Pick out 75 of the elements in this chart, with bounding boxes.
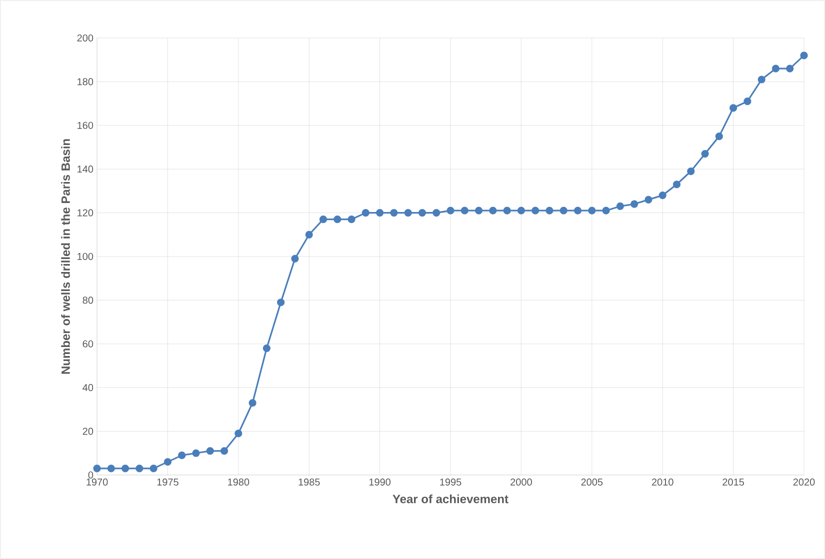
point [503, 206, 511, 214]
x-tick-label: 2020 [793, 478, 815, 486]
x-tick-label: 1995 [440, 478, 462, 486]
y-tick-label: 20 [82, 428, 94, 435]
point [800, 52, 808, 60]
point [262, 344, 270, 352]
point [418, 208, 426, 217]
point [404, 208, 412, 217]
point [532, 206, 540, 214]
point [376, 208, 384, 217]
point [93, 464, 101, 472]
point [192, 449, 200, 457]
point [772, 64, 780, 72]
point [786, 64, 794, 72]
x-tick-label: 1975 [157, 478, 178, 486]
x-tick-label: 2015 [722, 478, 744, 486]
y-tick-label: 120 [78, 209, 94, 216]
point [701, 150, 709, 158]
point [602, 206, 610, 214]
point [348, 216, 356, 224]
point [658, 192, 666, 200]
point [334, 216, 342, 224]
y-axis-title: Number of wells drilled in the Paris Basin [61, 139, 70, 374]
x-tick-label: 1985 [298, 478, 320, 486]
point [489, 206, 497, 214]
y-tick-label: 100 [78, 252, 94, 260]
point [672, 180, 681, 188]
point [546, 206, 554, 214]
point [588, 206, 596, 214]
point [277, 298, 285, 306]
x-tick-label: 2010 [652, 478, 674, 486]
point [136, 464, 144, 472]
point [474, 206, 483, 214]
point [560, 206, 568, 214]
point [121, 464, 130, 472]
x-tick-label: 2005 [581, 478, 603, 486]
point [644, 196, 652, 204]
point [460, 206, 468, 214]
point [164, 458, 172, 466]
point [305, 230, 313, 238]
x-tick-label: 1980 [228, 478, 250, 486]
point [178, 452, 186, 460]
point [446, 206, 454, 214]
y-tick-label: 160 [78, 122, 94, 129]
point [206, 447, 214, 455]
x-tick-label: 1970 [86, 478, 108, 486]
point [574, 206, 582, 214]
y-tick-label: 140 [78, 166, 94, 173]
point [291, 254, 299, 262]
x-axis-title: Year of achievement [392, 494, 508, 504]
y-tick-label: 40 [82, 384, 94, 392]
point [220, 447, 228, 455]
point [319, 216, 328, 224]
point [744, 98, 752, 106]
point [630, 200, 638, 208]
point [432, 208, 440, 217]
point [107, 464, 115, 472]
y-tick-label: 0 [88, 471, 94, 479]
point [390, 208, 398, 217]
y-tick-label: 180 [78, 78, 94, 86]
y-tick-label: 80 [82, 296, 94, 304]
point [362, 208, 370, 217]
point [150, 464, 158, 472]
point [248, 399, 256, 407]
y-tick-label: 60 [82, 340, 94, 348]
point [687, 167, 695, 176]
point [234, 430, 242, 438]
point [729, 104, 738, 112]
point [758, 76, 766, 84]
x-tick-label: 2000 [510, 478, 532, 486]
point [517, 206, 525, 214]
point [715, 132, 723, 140]
y-tick-label: 200 [77, 34, 94, 42]
point [616, 202, 624, 210]
x-tick-label: 1990 [369, 478, 391, 486]
